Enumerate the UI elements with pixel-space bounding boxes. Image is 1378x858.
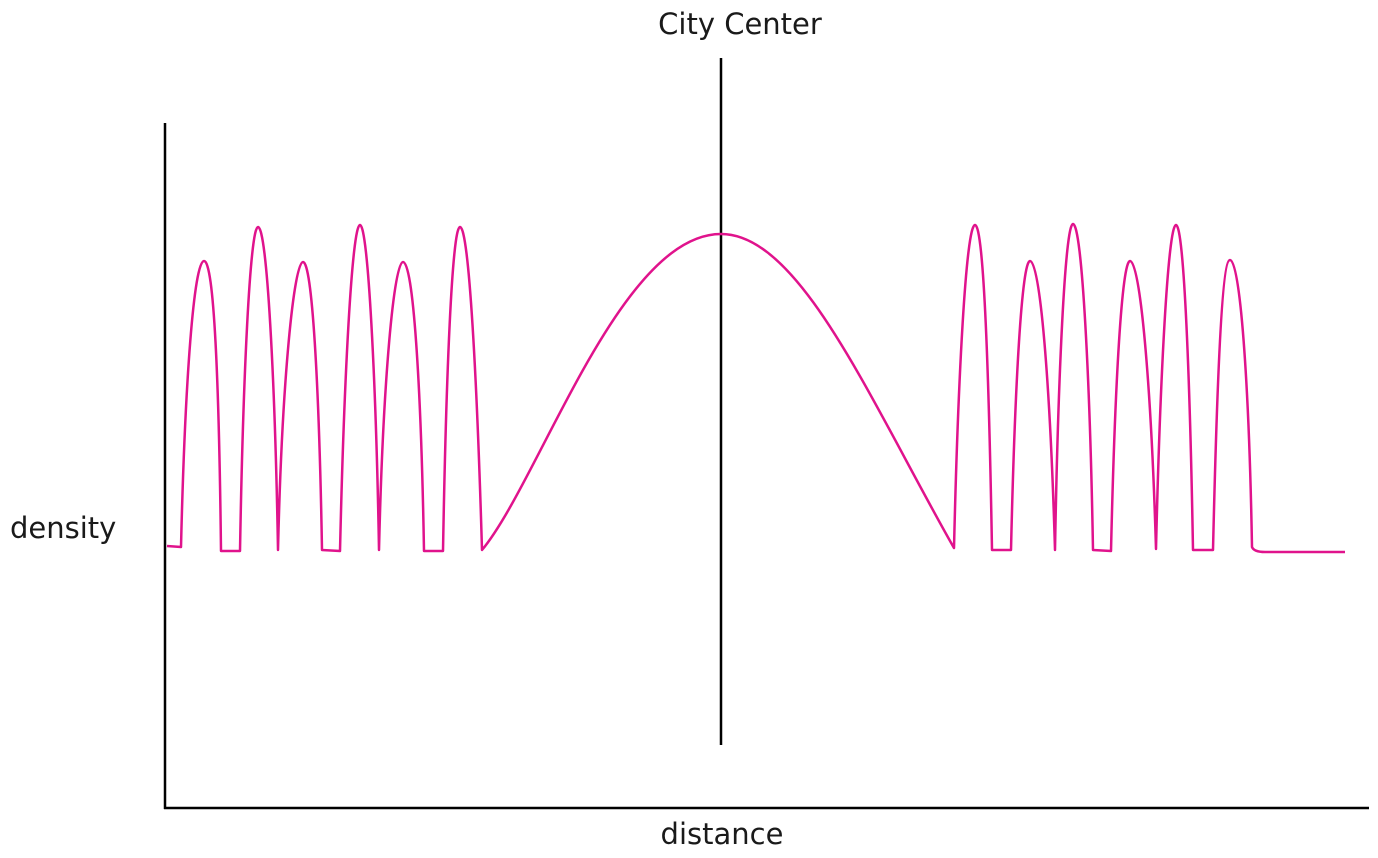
center-label: City Center <box>658 7 822 41</box>
density-curve <box>166 222 1345 554</box>
y-axis-label: density <box>10 511 116 545</box>
x-axis-label: distance <box>661 817 784 851</box>
